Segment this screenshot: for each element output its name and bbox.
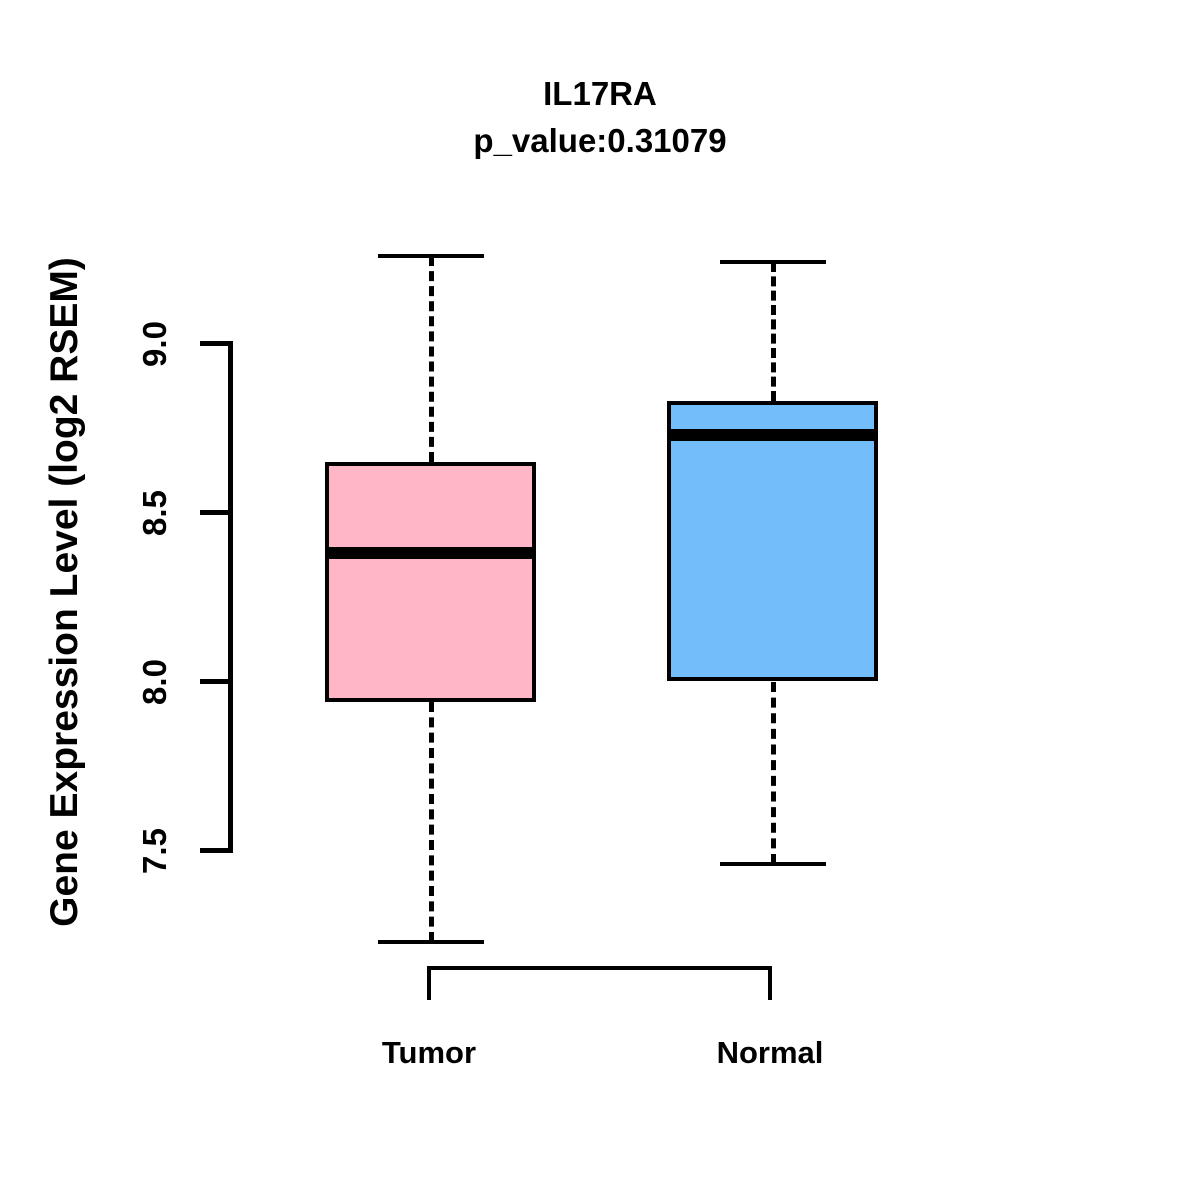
y-tick-label-9-0: 9.0 (136, 321, 173, 367)
y-tick-mark-8-0 (200, 679, 232, 684)
whisker-cap-lower-tumor (377, 939, 484, 944)
y-tick-label-7-5: 7.5 (136, 828, 173, 874)
whisker-upper-normal (770, 262, 776, 401)
median-line-normal (667, 428, 878, 441)
whisker-cap-lower-normal (719, 862, 826, 867)
y-tick-mark-7-5 (200, 848, 232, 853)
y-tick-mark-9-0 (200, 341, 232, 346)
x-axis-spine (427, 966, 772, 970)
y-axis-title: Gene Expression Level (log2 RSEM) (43, 257, 86, 927)
y-tick-label-8-5: 8.5 (136, 490, 173, 536)
whisker-lower-tumor (428, 701, 434, 942)
whisker-upper-tumor (428, 255, 434, 462)
whisker-lower-normal (770, 681, 776, 865)
y-tick-label-8-0: 8.0 (136, 659, 173, 705)
x-tick-label-tumor: Tumor (381, 1035, 477, 1070)
y-tick-mark-8-5 (200, 510, 232, 515)
box-normal (667, 400, 878, 682)
chart-title: IL17RA (543, 75, 657, 112)
chart-subtitle-pvalue: p_value:0.31079 (473, 122, 727, 159)
box-tumor (325, 461, 536, 702)
x-tick-mark-normal (768, 966, 772, 1000)
median-line-tumor (325, 547, 536, 560)
x-tick-label-normal: Normal (716, 1035, 824, 1070)
y-axis-spine (228, 341, 233, 853)
x-tick-mark-tumor (427, 966, 431, 1000)
